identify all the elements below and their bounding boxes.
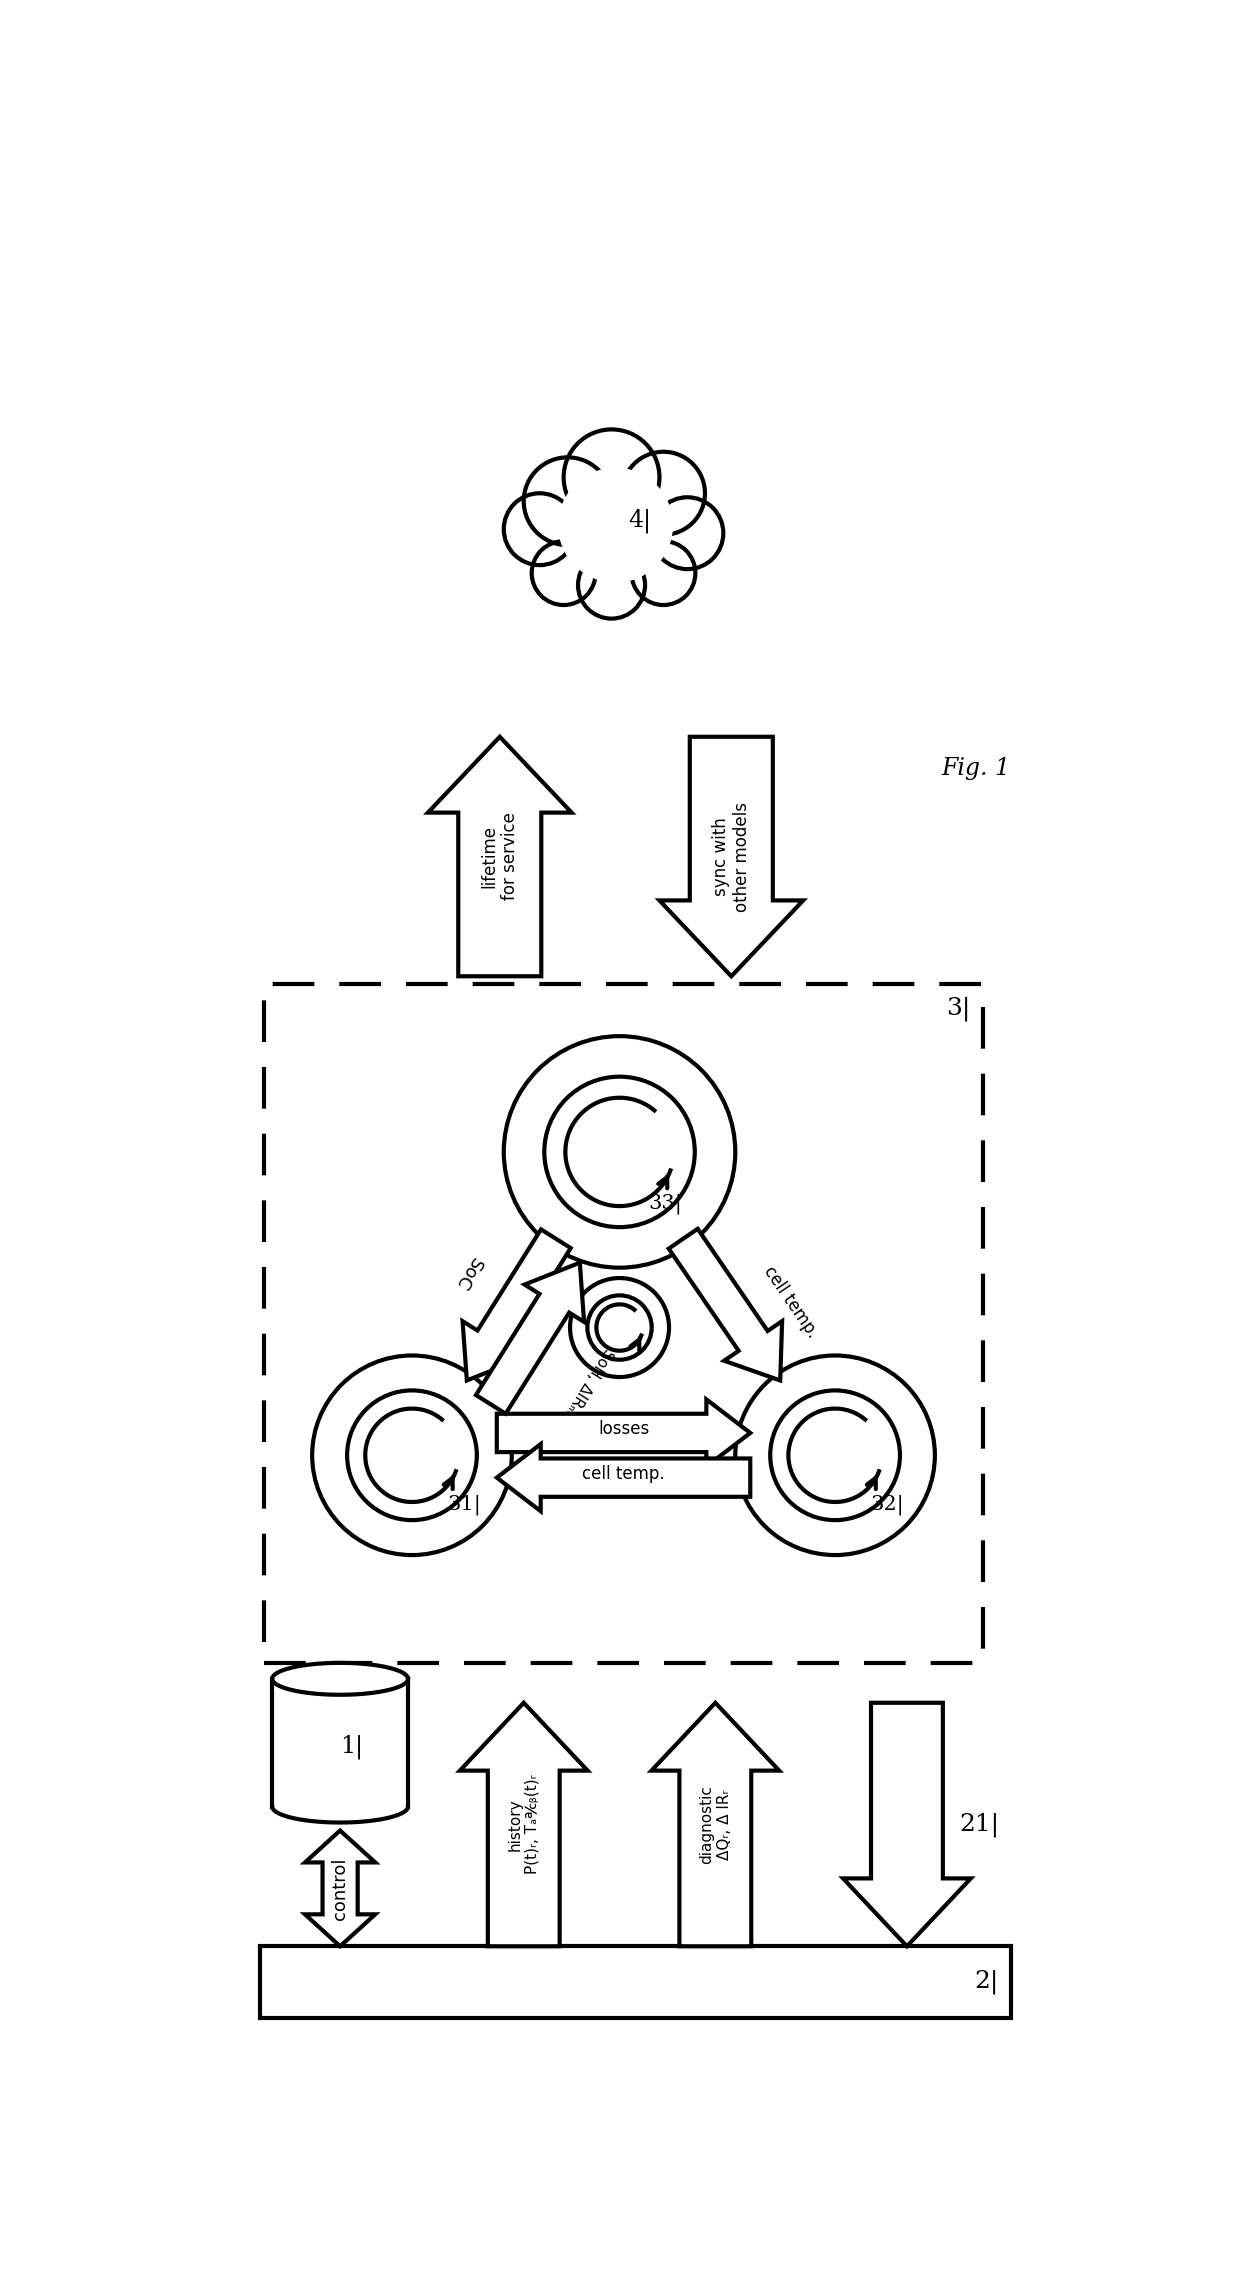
Circle shape (631, 541, 696, 604)
Circle shape (532, 541, 595, 604)
Text: control: control (331, 1857, 350, 1921)
Circle shape (622, 452, 706, 534)
Circle shape (578, 552, 645, 618)
Polygon shape (273, 1679, 408, 1807)
Circle shape (564, 429, 660, 525)
Circle shape (558, 468, 673, 582)
Polygon shape (463, 1229, 570, 1380)
Circle shape (651, 497, 723, 570)
Text: Fig. 1: Fig. 1 (941, 757, 1011, 780)
Text: losses: losses (598, 1421, 650, 1437)
Text: cell temp.: cell temp. (760, 1261, 821, 1341)
Circle shape (503, 493, 575, 566)
Polygon shape (668, 1229, 782, 1380)
Text: cell temp.: cell temp. (583, 1464, 665, 1483)
Text: SoH, ΔIRₘ: SoH, ΔIRₘ (563, 1346, 616, 1417)
Circle shape (503, 1036, 735, 1268)
Text: 4|: 4| (627, 509, 651, 534)
Polygon shape (660, 737, 804, 976)
Text: 1|: 1| (341, 1734, 363, 1759)
Text: 32|: 32| (870, 1494, 904, 1515)
Polygon shape (843, 1702, 971, 1946)
Text: lifetime
for service: lifetime for service (480, 812, 520, 901)
Polygon shape (497, 1444, 750, 1510)
Text: history
P(t)ᵣ, Tₐ℀ᵦ(t)ᵣ: history P(t)ᵣ, Tₐ℀ᵦ(t)ᵣ (507, 1775, 539, 1875)
Text: diagnostic
ΔQᵣ, Δ IRᵣ: diagnostic ΔQᵣ, Δ IRᵣ (699, 1786, 732, 1864)
Circle shape (735, 1355, 935, 1556)
Polygon shape (651, 1702, 779, 1946)
FancyBboxPatch shape (260, 1946, 1011, 2019)
Circle shape (570, 1277, 670, 1378)
Text: sync with
other models: sync with other models (712, 801, 750, 912)
Text: 2|: 2| (975, 1971, 998, 1994)
Polygon shape (305, 1829, 376, 1946)
Polygon shape (428, 737, 572, 976)
FancyBboxPatch shape (264, 985, 983, 1663)
Text: 3|: 3| (946, 997, 971, 1020)
Circle shape (523, 456, 611, 545)
Text: 33|: 33| (649, 1193, 682, 1213)
Text: 21|: 21| (959, 1813, 999, 1836)
Polygon shape (476, 1264, 584, 1414)
Text: 31|: 31| (446, 1494, 481, 1515)
Circle shape (312, 1355, 512, 1556)
Polygon shape (460, 1702, 588, 1946)
Text: SoC: SoC (450, 1255, 485, 1293)
Polygon shape (497, 1398, 750, 1467)
Polygon shape (273, 1663, 408, 1695)
